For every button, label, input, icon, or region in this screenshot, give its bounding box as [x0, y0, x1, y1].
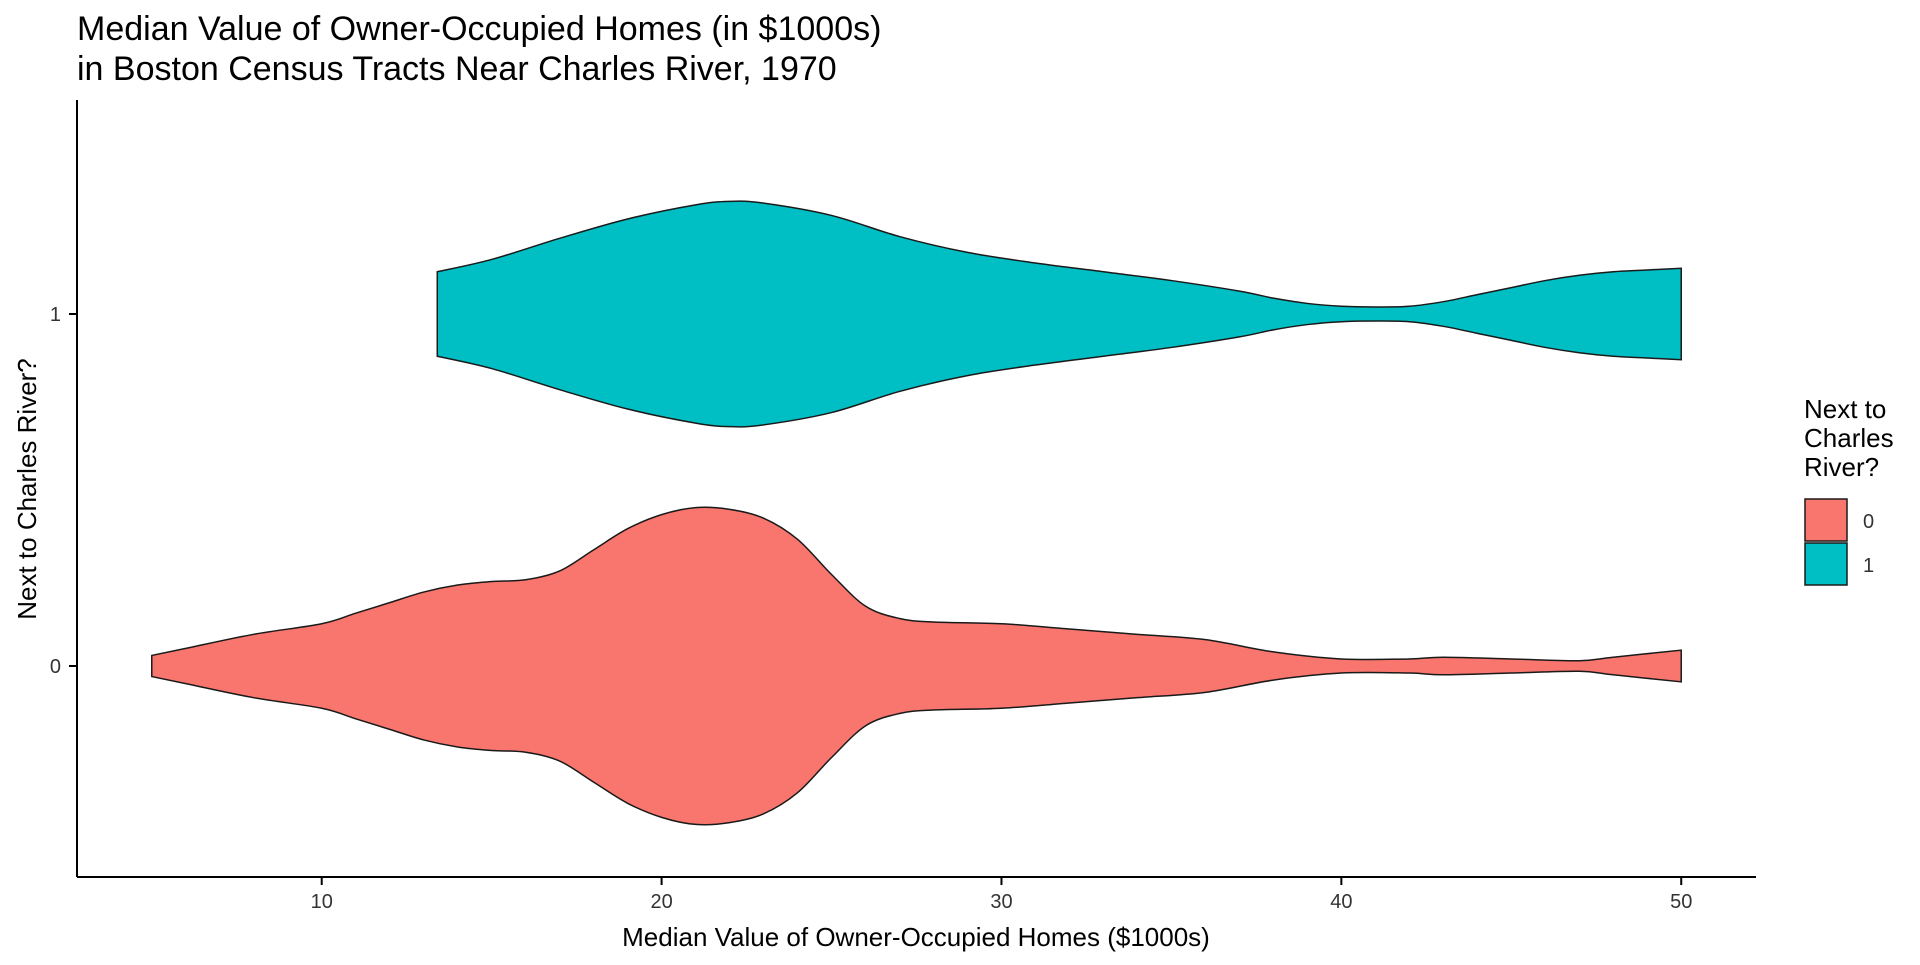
- x-axis-title: Median Value of Owner-Occupied Homes ($1…: [622, 922, 1210, 952]
- y-axis-title: Next to Charles River?: [12, 358, 42, 620]
- legend-title-line-3: River?: [1804, 452, 1879, 482]
- y-axis-ticks: 01: [50, 304, 77, 678]
- x-tick-label-50: 50: [1670, 891, 1692, 913]
- chart-title: Median Value of Owner-Occupied Homes (in…: [77, 10, 881, 48]
- legend-title-line-1: Next to: [1804, 394, 1886, 424]
- x-axis-ticks: 10 20 30 40 50: [311, 877, 1692, 913]
- y-tick-label-1: 1: [50, 304, 61, 326]
- violins: [151, 200, 1682, 826]
- violin-1: [436, 200, 1682, 428]
- legend-key-1: [1804, 542, 1848, 586]
- x-tick-label-40: 40: [1330, 891, 1352, 913]
- legend-title-line-2: Charles: [1804, 423, 1894, 453]
- legend-key-0: [1804, 498, 1848, 542]
- x-tick-label-30: 30: [990, 891, 1012, 913]
- x-tick-label-20: 20: [650, 891, 672, 913]
- legend-label-1: 1: [1863, 555, 1874, 577]
- chart-subtitle: in Boston Census Tracts Near Charles Riv…: [77, 50, 837, 88]
- y-tick-label-0: 0: [50, 656, 61, 678]
- legend-label-0: 0: [1863, 511, 1874, 533]
- x-tick-label-10: 10: [311, 891, 333, 913]
- violin-0: [151, 506, 1682, 826]
